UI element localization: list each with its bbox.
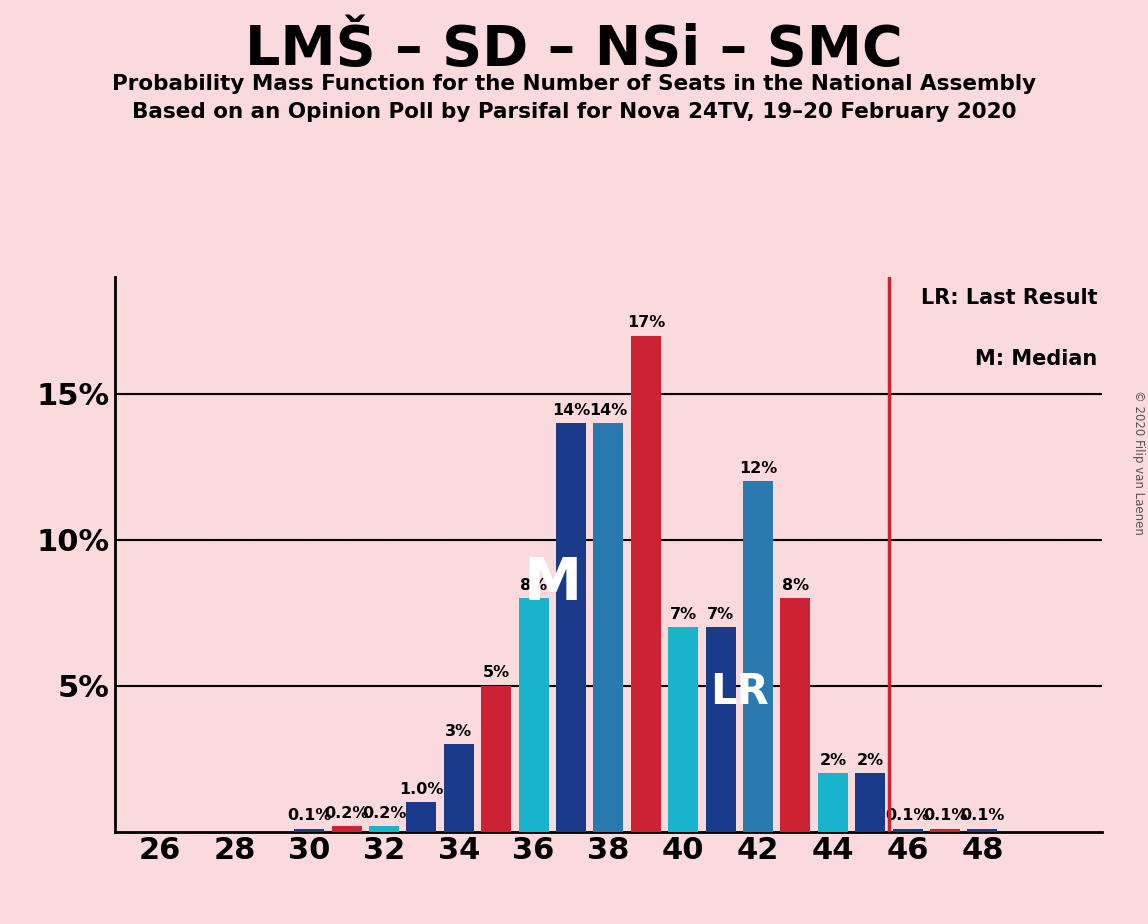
Text: Based on an Opinion Poll by Parsifal for Nova 24TV, 19–20 February 2020: Based on an Opinion Poll by Parsifal for… (132, 102, 1016, 122)
Text: M: Median: M: Median (975, 349, 1097, 370)
Bar (706, 627, 736, 832)
Text: 0.1%: 0.1% (960, 808, 1004, 823)
Bar (519, 598, 549, 832)
Bar (817, 773, 847, 832)
Text: © 2020 Filip van Laenen: © 2020 Filip van Laenen (1132, 390, 1146, 534)
Text: LMŠ – SD – NSi – SMC: LMŠ – SD – NSi – SMC (246, 23, 902, 77)
Bar (332, 826, 362, 832)
Text: 14%: 14% (552, 403, 590, 418)
Text: 7%: 7% (707, 607, 735, 622)
Text: 0.2%: 0.2% (325, 806, 369, 821)
Bar (930, 829, 960, 832)
Bar (855, 773, 885, 832)
Text: 2%: 2% (856, 753, 884, 768)
Text: 14%: 14% (589, 403, 628, 418)
Bar (406, 802, 436, 832)
Text: 12%: 12% (739, 461, 777, 476)
Bar (743, 481, 773, 832)
Bar (631, 335, 661, 832)
Text: 0.2%: 0.2% (362, 806, 406, 821)
Bar (968, 829, 998, 832)
Text: 7%: 7% (669, 607, 697, 622)
Bar (781, 598, 810, 832)
Text: 3%: 3% (445, 723, 473, 739)
Text: 1.0%: 1.0% (400, 783, 443, 797)
Text: 0.1%: 0.1% (885, 808, 930, 823)
Bar (594, 423, 623, 832)
Text: LR: LR (709, 671, 769, 712)
Text: M: M (523, 555, 581, 612)
Text: 8%: 8% (520, 578, 548, 593)
Bar (370, 826, 400, 832)
Bar (294, 829, 324, 832)
Text: Probability Mass Function for the Number of Seats in the National Assembly: Probability Mass Function for the Number… (113, 74, 1035, 94)
Bar (893, 829, 923, 832)
Text: 8%: 8% (782, 578, 809, 593)
Text: 5%: 5% (482, 665, 510, 680)
Text: 0.1%: 0.1% (287, 808, 332, 823)
Text: LR: Last Result: LR: Last Result (921, 288, 1097, 309)
Bar (481, 686, 511, 832)
Text: 17%: 17% (627, 315, 665, 330)
Text: 0.1%: 0.1% (923, 808, 968, 823)
Bar (556, 423, 585, 832)
Bar (668, 627, 698, 832)
Text: 2%: 2% (820, 753, 846, 768)
Bar (444, 744, 474, 832)
